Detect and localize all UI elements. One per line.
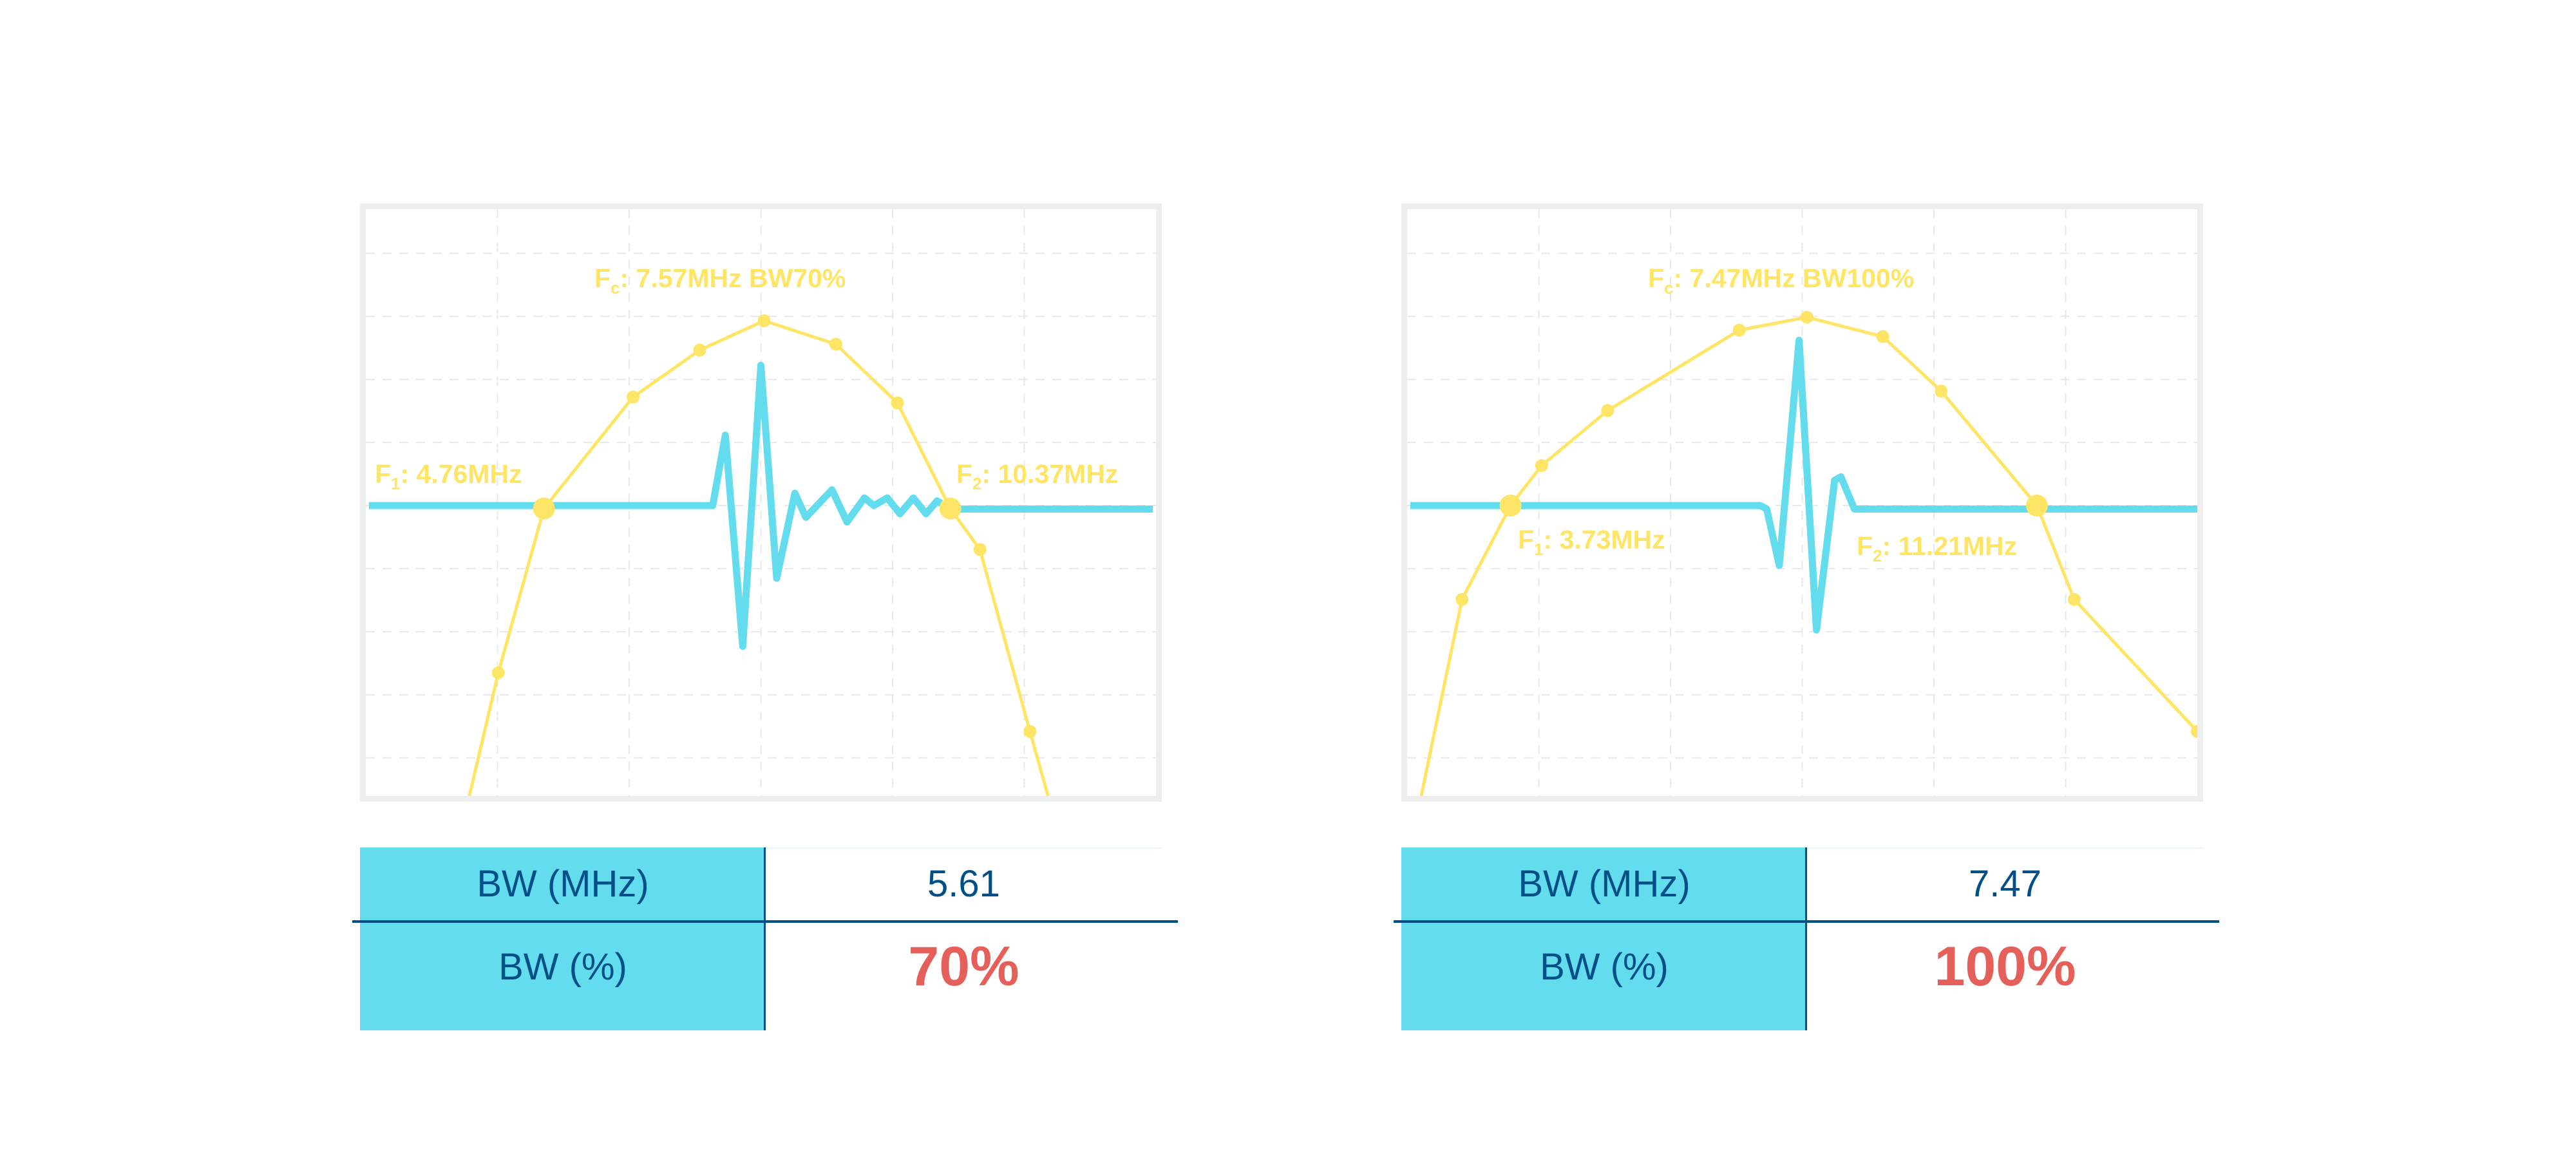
panel-right: Fc: 7.47MHz BW100% F1: 3.73MHz F2: 11.21…: [1394, 203, 2219, 1030]
spectrum-point: [1535, 459, 1548, 473]
chart-svg: [1407, 209, 2197, 796]
bw-mhz-value: 5.61: [927, 863, 1000, 905]
bandwidth-table: BW (MHz) 5.61 BW (%) 70%: [352, 847, 1178, 1030]
bw-mhz-label: BW (MHz): [1518, 863, 1690, 905]
spectrum-chart: Fc: 7.47MHz BW100% F1: 3.73MHz F2: 11.21…: [1401, 203, 2203, 802]
spectrum-point: [973, 543, 987, 556]
spectrum-point: [757, 314, 771, 328]
bw-mhz-label: BW (MHz): [477, 863, 649, 905]
spectrum-point: [491, 666, 505, 679]
spectrum-point: [626, 390, 639, 404]
fc-label: Fc: 7.47MHz BW100%: [1648, 263, 1915, 298]
spectrum-point: [1732, 323, 1746, 337]
spectrum-point: [2067, 592, 2081, 606]
spectrum-point: [1935, 384, 1948, 398]
f2-label: F2: 10.37MHz: [956, 459, 1119, 493]
f1-label: F1: 3.73MHz: [1518, 525, 1665, 559]
cutoff-point: [1499, 495, 1522, 517]
spectrum-point: [891, 396, 904, 410]
f1-label: F1: 4.76MHz: [375, 459, 522, 493]
cutoff-point: [939, 497, 961, 520]
panel-left: Fc: 7.57MHz BW70% F1: 4.76MHz F2: 10.37M…: [352, 203, 1178, 1030]
table-header-column: [360, 847, 766, 1030]
waveform-line: [368, 361, 1153, 650]
bw-pct-value: 100%: [1934, 936, 2076, 998]
bw-pct-label: BW (%): [498, 946, 627, 988]
table-divider: [352, 920, 1178, 923]
bandwidth-table: BW (MHz) 7.47 BW (%) 100%: [1394, 847, 2219, 1030]
spectrum-point: [1876, 330, 1889, 343]
spectrum-point: [2191, 724, 2197, 738]
table-divider: [1394, 920, 2219, 923]
table-top-line: [766, 847, 1162, 849]
table-header-column: [1401, 847, 1807, 1030]
cutoff-point: [2025, 495, 2048, 517]
spectrum-point: [1800, 310, 1814, 324]
spectrum-line: [1419, 316, 2197, 796]
spectrum-point: [1023, 724, 1037, 738]
chart-svg: [366, 209, 1156, 796]
bw-mhz-value: 7.47: [1969, 863, 2041, 905]
table-top-line: [1807, 847, 2203, 849]
spectrum-point: [1601, 404, 1615, 417]
f2-label: F2: 11.21MHz: [1857, 531, 2018, 565]
waveform-line: [1410, 336, 2197, 634]
bw-pct-value: 70%: [908, 936, 1019, 998]
spectrum-line: [468, 319, 1050, 796]
fc-label: Fc: 7.57MHz BW70%: [594, 263, 846, 298]
spectrum-point: [693, 343, 706, 357]
spectrum-point: [829, 337, 842, 351]
cutoff-point: [533, 497, 555, 520]
spectrum-point: [1455, 592, 1469, 606]
spectrum-chart: Fc: 7.57MHz BW70% F1: 4.76MHz F2: 10.37M…: [360, 203, 1162, 802]
bw-pct-label: BW (%): [1540, 946, 1669, 988]
